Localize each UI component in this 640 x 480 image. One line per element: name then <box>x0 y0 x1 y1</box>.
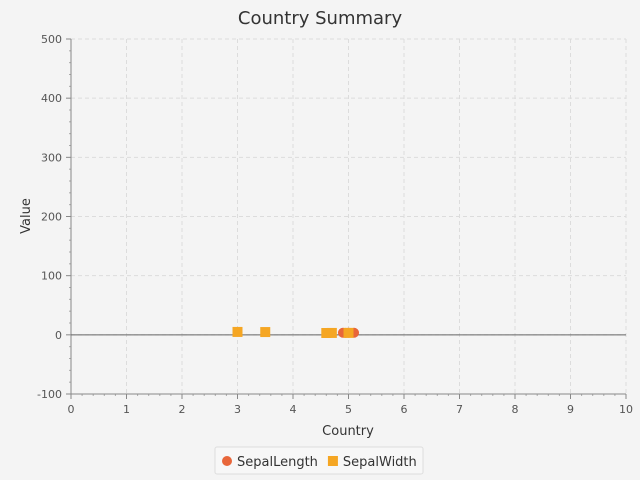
point-sepalwidth <box>343 327 354 338</box>
x-tick-label: 8 <box>512 403 519 416</box>
x-tick-label: 4 <box>290 403 297 416</box>
chart-title: Country Summary <box>238 8 403 29</box>
grid-lines <box>71 38 627 395</box>
point-sepalwidth <box>326 327 337 338</box>
x-tick-label: 3 <box>234 403 241 416</box>
point-sepalwidth <box>321 327 332 338</box>
legend: SepalLength SepalWidth <box>214 446 424 475</box>
x-tick-label: 9 <box>567 403 574 416</box>
x-tick-label: 5 <box>345 403 352 416</box>
legend-label-sepalwidth: SepalWidth <box>343 455 417 470</box>
x-tick-label: 2 <box>179 403 186 416</box>
data-points <box>232 326 360 338</box>
legend-label-sepallength: SepalLength <box>237 455 318 470</box>
point-sepalwidth <box>260 327 271 338</box>
y-tick-label: 500 <box>41 33 62 46</box>
y-axis-title: Value <box>19 198 34 234</box>
y-tick-label: 300 <box>41 151 62 164</box>
y-tick-label: 100 <box>41 270 62 283</box>
x-tick-label: 7 <box>456 403 463 416</box>
y-tick-label: -100 <box>37 388 62 401</box>
y-tick-label: 0 <box>55 329 62 342</box>
legend-box <box>214 446 424 475</box>
legend-marker-sepalwidth <box>327 456 338 466</box>
x-tick-label: 10 <box>619 403 633 416</box>
x-tick-label: 1 <box>123 403 130 416</box>
y-tick-label: 400 <box>41 92 62 105</box>
axes: 0 1 2 3 4 5 6 7 8 9 10 -100 0 100 200 300 400 500 <box>37 33 633 416</box>
legend-marker-sepallength <box>222 456 232 466</box>
point-sepalwidth <box>232 326 243 337</box>
y-tick-label: 200 <box>41 211 62 224</box>
x-axis-title: Country <box>322 424 374 439</box>
x-tick-label: 0 <box>68 403 75 416</box>
x-tick-label: 6 <box>401 403 408 416</box>
